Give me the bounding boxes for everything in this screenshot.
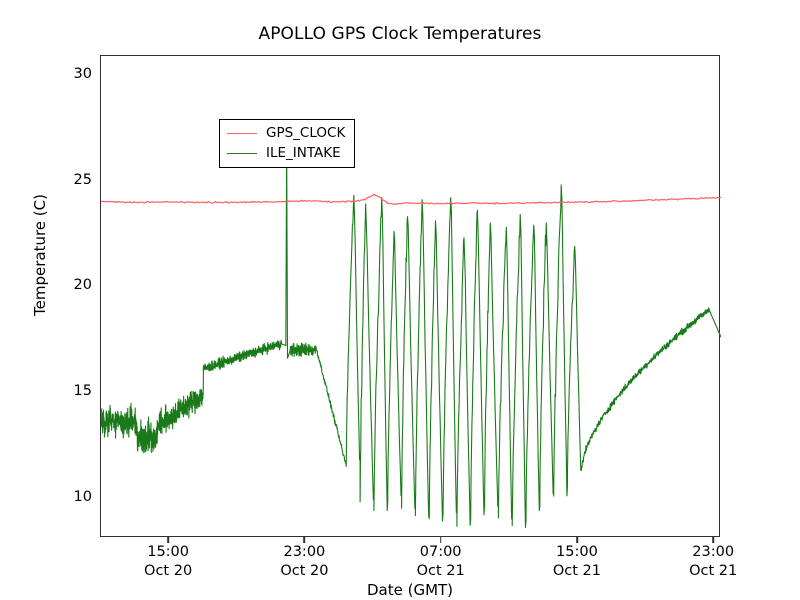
x-tick-mark: [576, 537, 578, 543]
x-tick-label: 07:00 Oct 21: [381, 543, 501, 580]
plot-canvas: [101, 142, 721, 528]
x-tick-mark: [439, 537, 442, 543]
x-tick-date: Oct 20: [144, 562, 193, 579]
x-tick-mark: [167, 537, 169, 543]
y-tick-label: 15: [73, 383, 92, 400]
x-tick-mark: [303, 537, 306, 543]
x-tick-label: 15:00 Oct 20: [108, 543, 228, 580]
y-tick-label: 20: [73, 277, 92, 294]
legend-line-swatch: [227, 152, 257, 154]
y-axis-title: Temperature (C): [31, 194, 49, 316]
legend: GPS_CLOCK ILE_INTAKE: [219, 119, 356, 168]
x-tick-time: 23:00: [692, 544, 735, 560]
legend-line-swatch: [227, 132, 257, 134]
y-axis-tick-labels: 10 15 20 25 30: [52, 55, 92, 537]
x-tick-time: 07:00: [419, 544, 462, 560]
x-tick-label: 23:00 Oct 21: [653, 543, 773, 580]
x-tick-time: 15:00: [147, 544, 190, 560]
y-tick-label: 10: [73, 488, 92, 505]
x-tick-mark: [712, 537, 714, 543]
y-tick-label: 25: [73, 171, 92, 188]
legend-item: ILE_INTAKE: [227, 144, 345, 162]
x-tick-date: Oct 21: [689, 562, 738, 579]
x-tick-date: Oct 21: [416, 562, 465, 579]
x-tick-label: 23:00 Oct 20: [244, 543, 364, 580]
legend-label: ILE_INTAKE: [266, 145, 341, 161]
y-tick-label: 30: [73, 66, 92, 83]
series-ILE_INTAKE: [101, 142, 721, 528]
legend-item: GPS_CLOCK: [227, 124, 345, 142]
plot-area: GPS_CLOCK ILE_INTAKE: [100, 55, 721, 537]
chart-title: APOLLO GPS Clock Temperatures: [258, 24, 542, 44]
x-tick-date: Oct 21: [552, 562, 601, 579]
x-tick-time: 15:00: [556, 544, 598, 560]
x-tick-time: 23:00: [283, 544, 326, 560]
x-axis-title: Date (GMT): [366, 581, 454, 599]
legend-label: GPS_CLOCK: [266, 125, 346, 141]
x-tick-label: 15:00 Oct 21: [517, 543, 637, 580]
series-GPS_CLOCK: [101, 194, 721, 205]
x-tick-date: Oct 20: [280, 562, 329, 579]
